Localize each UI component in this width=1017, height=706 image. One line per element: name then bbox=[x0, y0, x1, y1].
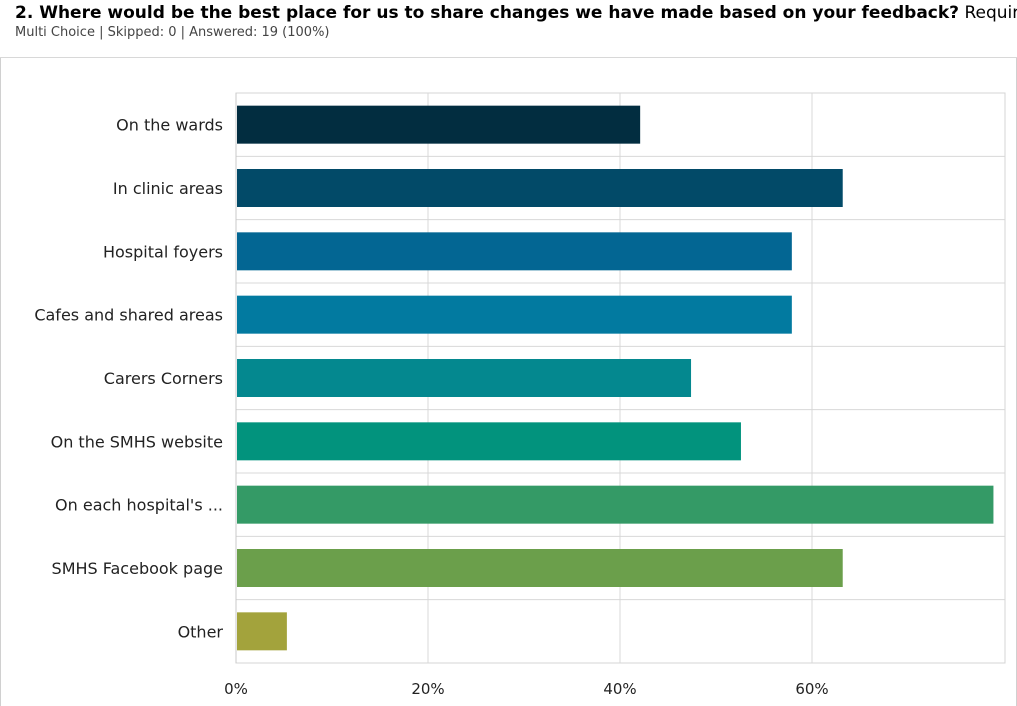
bar bbox=[237, 549, 843, 587]
bar bbox=[237, 169, 843, 207]
question-header: 2. Where would be the best place for us … bbox=[0, 0, 1017, 57]
question-meta: Multi Choice | Skipped: 0 | Answered: 19… bbox=[15, 25, 330, 40]
panel-left-border bbox=[0, 58, 1, 706]
category-label: Other bbox=[178, 622, 224, 641]
required-label: Required bbox=[964, 3, 1017, 23]
category-label: In clinic areas bbox=[113, 179, 223, 198]
category-label: On each hospital's ... bbox=[55, 496, 223, 515]
header-divider bbox=[0, 57, 1017, 58]
x-tick-label: 20% bbox=[411, 680, 444, 698]
category-label: Cafes and shared areas bbox=[34, 306, 223, 325]
x-tick-label: 40% bbox=[603, 680, 636, 698]
bar bbox=[237, 359, 692, 397]
x-tick-label: 0% bbox=[224, 680, 248, 698]
bar bbox=[237, 232, 792, 271]
bar-chart: On the wards In clinic areas Hospital foye… bbox=[34, 92, 1006, 698]
category-label: SMHS Facebook page bbox=[52, 559, 223, 578]
x-tick-label: 60% bbox=[795, 680, 828, 698]
category-label: Hospital foyers bbox=[103, 242, 223, 261]
question-text: 2. Where would be the best place for us … bbox=[15, 3, 960, 23]
bar bbox=[237, 422, 741, 461]
category-label: On the wards bbox=[116, 116, 223, 135]
bar bbox=[237, 612, 287, 651]
bar bbox=[237, 105, 641, 144]
category-label: On the SMHS website bbox=[51, 432, 223, 451]
category-label: Carers Corners bbox=[104, 369, 223, 388]
bar bbox=[237, 485, 994, 524]
question-title: 2. Where would be the best place for us … bbox=[15, 3, 1017, 23]
bar bbox=[237, 295, 792, 334]
